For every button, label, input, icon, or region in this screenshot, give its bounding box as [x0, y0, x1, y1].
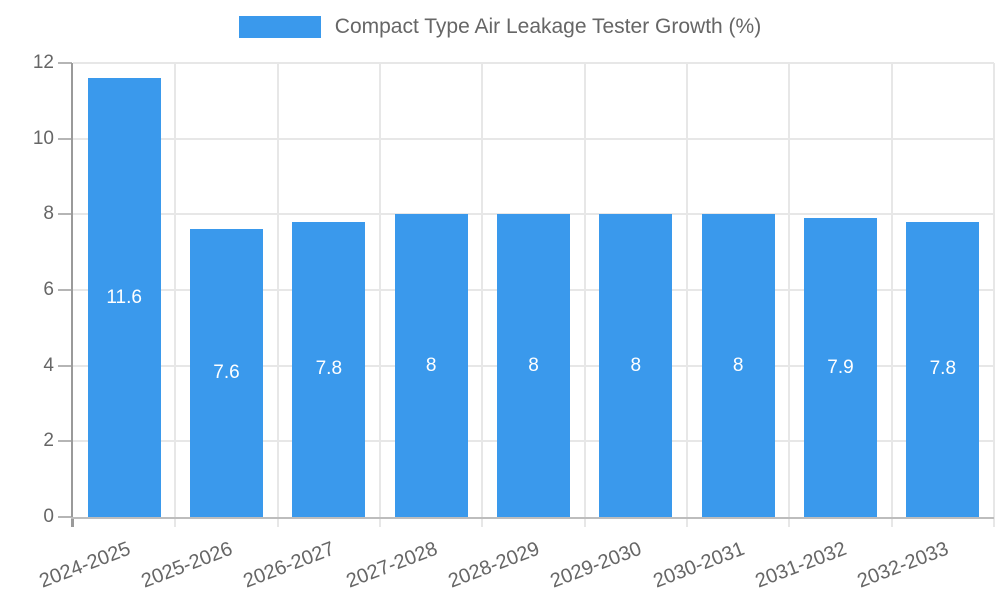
- x-gridline: [686, 63, 688, 517]
- y-tick-label: 8: [43, 203, 54, 225]
- bar[interactable]: [497, 214, 570, 517]
- x-tick-label: 2031-2032: [752, 537, 850, 593]
- x-gridline: [379, 63, 381, 517]
- y-tick-mark: [58, 137, 72, 140]
- y-tick-label: 0: [43, 506, 54, 527]
- y-tick-label: 10: [32, 127, 54, 149]
- x-tick-mark: [276, 517, 279, 527]
- legend-item[interactable]: Compact Type Air Leakage Tester Growth (…: [238, 14, 762, 40]
- bar[interactable]: [906, 221, 980, 517]
- bar[interactable]: [804, 218, 877, 517]
- legend-swatch-icon: [238, 16, 321, 38]
- x-tick-mark: [788, 517, 791, 527]
- x-tick-mark: [583, 517, 586, 527]
- y-tick-mark: [58, 516, 72, 518]
- x-tick-label: 2032-2033: [854, 537, 952, 593]
- x-tick-mark: [890, 517, 893, 527]
- x-tick-label: 2026-2027: [240, 537, 338, 593]
- x-axis-line: [71, 517, 994, 519]
- bar[interactable]: [87, 78, 161, 517]
- x-gridline: [890, 63, 893, 517]
- x-gridline: [583, 63, 586, 517]
- x-tick-label: 2025-2026: [138, 537, 236, 593]
- x-tick-mark: [993, 517, 995, 527]
- bar-value-label: 7.8: [929, 358, 957, 380]
- y-tick-mark: [58, 364, 72, 367]
- y-axis-line: [71, 63, 73, 527]
- y-tick-label: 2: [43, 430, 54, 452]
- y-tick-label: 4: [43, 354, 54, 376]
- bar-value-label: 8: [732, 354, 744, 376]
- bar-value-label: 8: [425, 354, 437, 376]
- bar-value-label: 11.6: [106, 286, 142, 308]
- y-tick-mark: [58, 213, 72, 216]
- y-tick-label: 6: [43, 279, 54, 300]
- x-gridline: [276, 63, 279, 517]
- bar[interactable]: [701, 214, 775, 517]
- x-gridline: [174, 63, 177, 517]
- y-tick-mark: [58, 440, 72, 443]
- bar-value-label: 7.8: [315, 358, 343, 380]
- bar[interactable]: [394, 214, 468, 517]
- x-tick-mark: [379, 517, 381, 527]
- x-tick-label: 2024-2025: [35, 537, 134, 593]
- legend-label: Compact Type Air Leakage Tester Growth (…: [334, 15, 762, 38]
- x-gridline: [993, 63, 995, 517]
- x-tick-label: 2027-2028: [342, 537, 441, 593]
- y-tick-label: 12: [32, 52, 54, 73]
- legend: Compact Type Air Leakage Tester Growth (…: [0, 14, 1000, 40]
- y-gridline: [73, 137, 994, 140]
- bar[interactable]: [190, 229, 263, 517]
- bar-value-label: 7.6: [213, 362, 240, 384]
- x-tick-mark: [481, 517, 484, 527]
- x-tick-label: 2028-2029: [445, 537, 543, 593]
- bar-value-label: 8: [630, 354, 642, 376]
- y-tick-mark: [58, 62, 72, 64]
- bar[interactable]: [292, 221, 366, 517]
- x-tick-mark: [686, 517, 688, 527]
- x-gridline: [481, 63, 484, 517]
- x-tick-label: 2029-2030: [547, 537, 645, 593]
- bar-value-label: 7.9: [827, 356, 854, 378]
- bar[interactable]: [599, 214, 673, 517]
- x-tick-mark: [72, 517, 74, 527]
- x-gridline: [788, 63, 791, 517]
- y-tick-mark: [58, 289, 72, 291]
- x-tick-label: 2030-2031: [649, 537, 748, 593]
- y-gridline: [73, 62, 994, 64]
- x-tick-mark: [174, 517, 177, 527]
- bar-value-label: 8: [528, 354, 539, 376]
